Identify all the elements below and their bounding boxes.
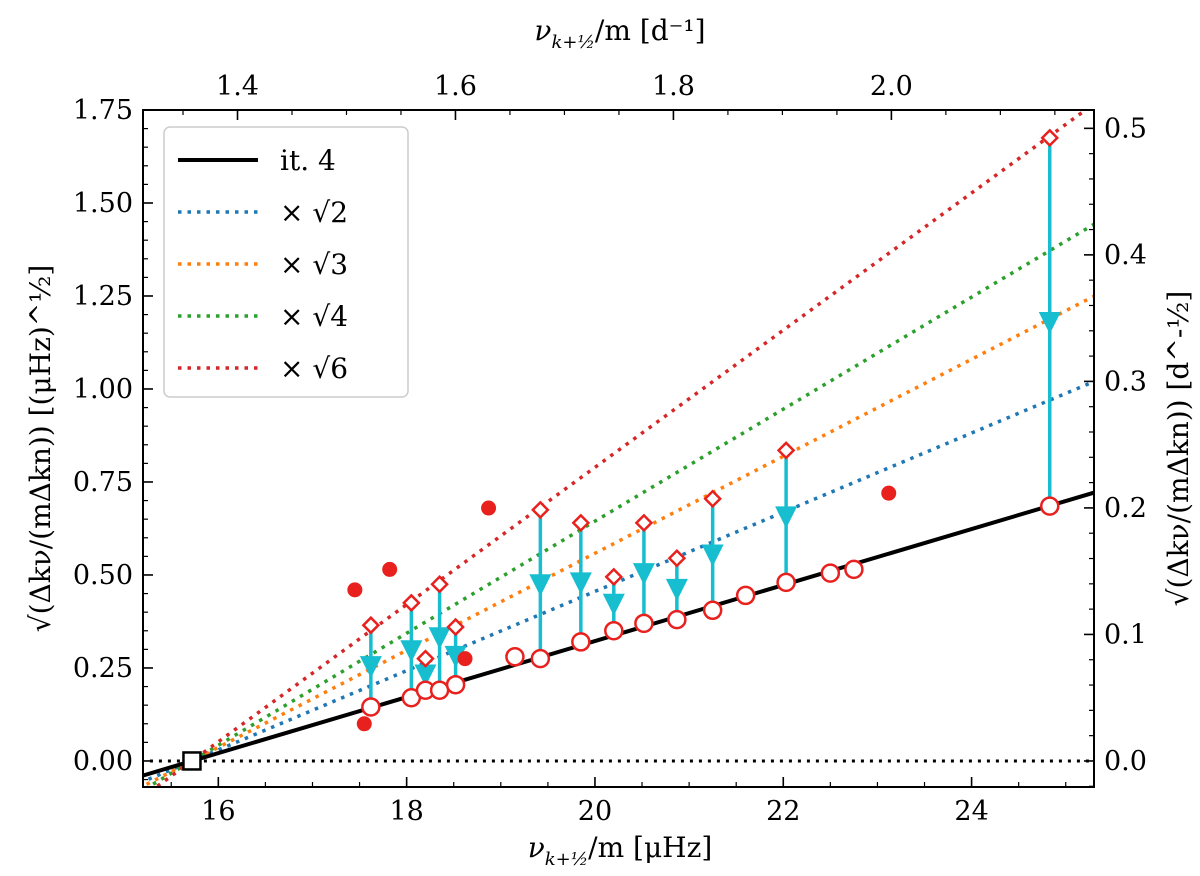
filled-point-6	[881, 485, 897, 501]
y-tick-label-1: 0.00	[73, 746, 133, 777]
x-tick-label-4: 22	[766, 796, 800, 827]
scaled-line-1	[143, 379, 1094, 784]
top-tick-label-3: 1.8	[652, 71, 695, 102]
open-circle-17	[1039, 496, 1060, 516]
legend: it. 4 × √2 × √3 × √4 × √6	[163, 126, 409, 398]
arrow-head-3	[414, 664, 437, 687]
y-tick-label-6: 1.25	[73, 281, 133, 312]
filled-point-2	[356, 716, 372, 732]
right-tick-label-1: 0.0	[1104, 746, 1147, 777]
arrow-head-1	[359, 656, 382, 679]
y-tick-label-4: 0.75	[73, 467, 133, 498]
y-tick-label-5: 1.00	[73, 374, 133, 405]
open-circle-12	[702, 600, 723, 621]
open-circle-11	[667, 609, 687, 630]
open-circle-1	[361, 697, 381, 717]
y-tick-label-7: 1.50	[73, 188, 133, 219]
right-tick-label-6: 0.5	[1104, 113, 1147, 144]
diamond-marker-2	[402, 593, 421, 613]
diamond-marker-11	[703, 489, 722, 508]
diamond-marker-6	[531, 500, 550, 520]
diamond-marker-1	[361, 615, 381, 635]
arrow-head-5	[444, 645, 467, 668]
filled-point-4	[457, 651, 473, 667]
arrow-head-7	[569, 572, 592, 595]
y-tick-label-3: 0.50	[73, 560, 133, 591]
filled-point-5	[481, 500, 497, 516]
open-circle-5	[445, 674, 466, 695]
y-axis-title: √(Δkν/(mΔkn)) [(μHz)^½]	[24, 265, 57, 633]
arrow-head-9	[632, 563, 655, 586]
open-circle-13	[735, 585, 756, 606]
legend-label-2: × √2	[280, 196, 348, 229]
x-tick-label-3: 20	[578, 796, 612, 827]
legend-label-3: × √3	[280, 248, 348, 281]
diamond-marker-3	[416, 649, 435, 668]
arrow-head-8	[602, 593, 625, 616]
arrow-head-12	[775, 506, 798, 529]
legend-box	[163, 126, 409, 398]
legend-label-1: it. 4	[280, 144, 336, 177]
diamond-marker-8	[604, 567, 624, 587]
zero-point-marker	[182, 751, 202, 771]
scaled-line-2	[143, 294, 1094, 787]
diamond-marker-9	[634, 513, 654, 533]
right-tick-label-2: 0.1	[1104, 619, 1147, 650]
arrow-head-11	[701, 544, 724, 567]
x-tick-label-5: 24	[954, 796, 988, 827]
arrow-head-10	[665, 578, 688, 601]
y-tick-label-2: 0.25	[73, 653, 133, 684]
arrow-head-2	[400, 640, 423, 663]
filled-point-1	[347, 582, 363, 598]
diamond-marker-13	[1040, 128, 1060, 148]
open-circle-14	[776, 572, 796, 593]
right-tick-label-5: 0.4	[1104, 240, 1147, 271]
open-circle-7	[530, 648, 551, 669]
open-circle-6	[505, 647, 525, 667]
open-circle-16	[844, 559, 864, 580]
right-tick-label-4: 0.3	[1104, 366, 1147, 397]
open-circle-8	[571, 632, 591, 652]
scaled-line-3	[144, 222, 1094, 787]
legend-label-5: × √6	[280, 352, 348, 385]
x-axis-title: νk+½/m [μHz]	[528, 831, 713, 870]
arrow-head-6	[529, 574, 552, 597]
diamond-marker-5	[446, 617, 465, 637]
open-circle-15	[820, 563, 841, 583]
right-axis-title: √(Δkν/(mΔkn)) [d^-½]	[1162, 291, 1195, 607]
open-circle-10	[634, 613, 654, 634]
diamond-marker-4	[430, 575, 449, 594]
right-tick-label-3: 0.2	[1104, 493, 1147, 524]
filled-point-3	[382, 561, 398, 577]
top-tick-label-1: 1.4	[216, 71, 259, 102]
open-circle-4	[429, 680, 450, 701]
diamond-marker-7	[571, 513, 591, 533]
y-tick-label-8: 1.75	[73, 95, 133, 126]
diamond-marker-10	[667, 548, 687, 568]
open-circle-9	[604, 621, 624, 641]
top-tick-label-4: 2.0	[870, 71, 913, 102]
top-axis-title: νk+½/m [d⁻¹]	[534, 14, 705, 53]
diamond-marker-12	[776, 441, 796, 460]
x-tick-label-2: 18	[389, 796, 423, 827]
top-tick-label-2: 1.6	[434, 71, 477, 102]
scaled-line-4	[153, 110, 1089, 787]
x-tick-label-1: 16	[201, 796, 235, 827]
arrow-head-13	[1038, 312, 1061, 335]
legend-label-4: × √4	[280, 300, 348, 333]
arrow-head-4	[428, 627, 451, 650]
